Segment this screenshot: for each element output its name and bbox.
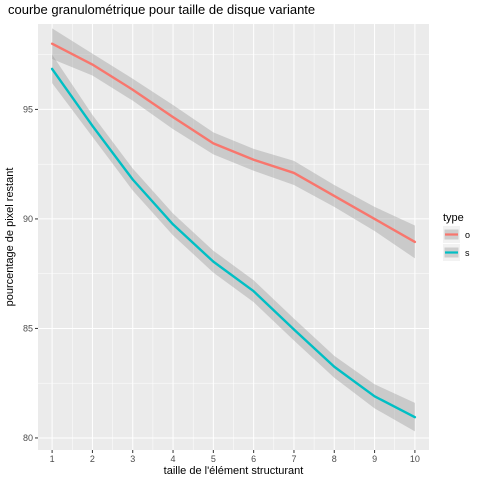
- confidence-bands: [52, 28, 415, 432]
- x-tick-label: 4: [171, 454, 176, 464]
- y-tick-label: 90: [23, 214, 33, 224]
- x-axis-title: taille de l'élément structurant: [164, 465, 304, 477]
- x-tick-label: 3: [130, 454, 135, 464]
- y-tick-label: 85: [23, 323, 33, 333]
- x-tick-label: 8: [332, 454, 337, 464]
- x-tick-label: 10: [410, 454, 420, 464]
- confidence-band-o: [52, 28, 415, 259]
- x-axis: 1 2 3 4 5 6 7 8 9 10: [50, 450, 420, 464]
- chart-title: courbe granulométrique pour taille de di…: [8, 2, 315, 17]
- series-line-s: [50, 67, 417, 419]
- legend-title: type: [443, 212, 464, 224]
- series-lines: [50, 42, 417, 419]
- x-tick-label: 1: [50, 454, 55, 464]
- x-tick-label: 2: [90, 454, 95, 464]
- x-tick-label: 7: [291, 454, 296, 464]
- confidence-band-s: [52, 54, 415, 432]
- y-axis: 80 85 90 95: [23, 104, 38, 443]
- y-tick-label: 95: [23, 104, 33, 114]
- y-axis-title: pourcentage de pixel restant: [4, 168, 16, 307]
- x-tick-label: 5: [211, 454, 216, 464]
- series-line-o: [50, 42, 417, 244]
- legend: type os: [443, 212, 470, 261]
- legend-keys: os: [443, 226, 470, 261]
- y-tick-label: 80: [23, 433, 33, 443]
- legend-label-o: o: [465, 230, 470, 240]
- x-tick-label: 6: [251, 454, 256, 464]
- grid-lines: [38, 24, 429, 450]
- x-tick-label: 9: [372, 454, 377, 464]
- legend-label-s: s: [465, 248, 470, 258]
